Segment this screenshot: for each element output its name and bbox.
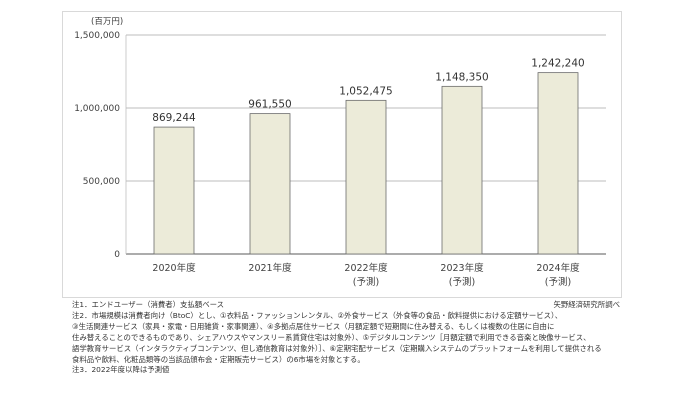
y-tick-label: 500,000 — [83, 177, 120, 187]
data-label: 961,550 — [248, 99, 291, 111]
category-label: 2023年度 — [440, 262, 484, 274]
footnote-line: 注1．エンドユーザー（消費者）支払額ベース — [72, 300, 224, 309]
y-axis-ticks: 0 500,000 1,000,000 1,500,000 — [74, 31, 120, 260]
bar — [249, 113, 291, 255]
y-tick-label: 1,500,000 — [74, 31, 120, 41]
y-axis-unit-label: (百万円) — [91, 17, 123, 27]
data-labels: 869,244 961,550 1,052,475 1,148,350 1,242,24… — [152, 58, 584, 124]
bar — [345, 99, 387, 255]
footnote-line: 注3．2022年度以降は予測値 — [72, 365, 170, 375]
data-label: 1,052,475 — [339, 85, 392, 97]
y-tick-label: 1,000,000 — [74, 104, 120, 114]
bar — [153, 126, 195, 255]
footnote-line: 住み替えることのできるものであり、シェアハウスやマンスリー系賃貸住宅は対象外）、… — [72, 332, 591, 342]
category-sublabel: (予測) — [353, 276, 379, 288]
footnote-line: 注2．市場規模は消費者向け（BtoC）とし、①衣料品・ファッションレンタル、②外… — [72, 310, 563, 320]
category-label: 2021年度 — [248, 262, 292, 274]
y-tick-label: 0 — [114, 250, 120, 260]
bar-chart: (百万円) 0 500,000 1,000,000 1,500,000 869,244… — [74, 17, 606, 288]
category-label: 2024年度 — [536, 262, 580, 274]
category-sublabel: (予測) — [545, 276, 571, 288]
category-sublabel: (予測) — [449, 276, 475, 288]
source-credit: 矢野経済研究所調べ — [553, 300, 620, 309]
bar — [441, 85, 483, 255]
footnotes: 注1．エンドユーザー（消費者）支払額ベース 注2．市場規模は消費者向け（BtoC）… — [72, 300, 632, 376]
bar — [537, 72, 579, 255]
category-labels: 2020年度 2021年度 2022年度 (予測) 2023年度 (予測) 2024年度 (予… — [152, 262, 580, 288]
data-label: 869,244 — [152, 112, 196, 124]
footnote-line: 語学教育サービス（インタラクティブコンテンツ、但し通信教育は対象外）］、⑥定期宅… — [72, 343, 602, 353]
data-label: 1,242,240 — [531, 58, 584, 70]
bars — [153, 72, 579, 255]
footnote-line: 食料品や飲料、化粧品類等の当該品頒布会・定期販売サービス）の6市場を対象とする。 — [72, 354, 365, 364]
footnote-line: ③生活関連サービス（家具・家電・日用雑貨・家事関連）、④多拠点居住サービス（月額… — [72, 321, 555, 331]
data-label: 1,148,350 — [435, 71, 488, 83]
category-label: 2020年度 — [152, 262, 196, 274]
category-label: 2022年度 — [344, 262, 388, 274]
chart-frame: (百万円) 0 500,000 1,000,000 1,500,000 869,244… — [62, 11, 622, 298]
